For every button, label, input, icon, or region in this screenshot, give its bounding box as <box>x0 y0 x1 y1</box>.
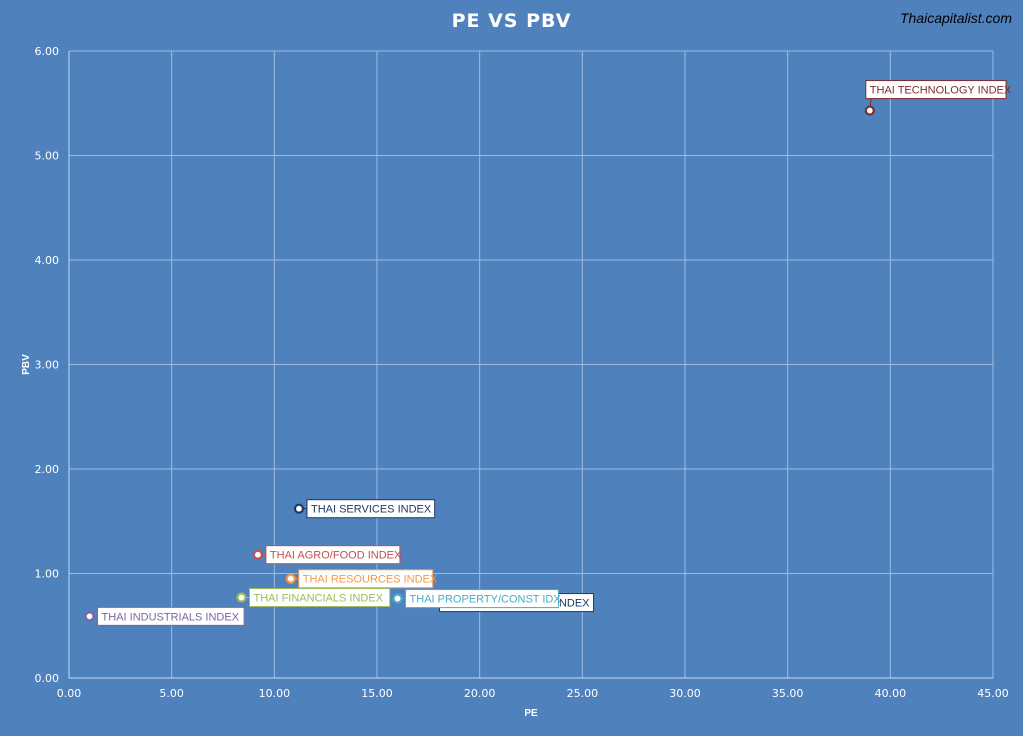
data-point[interactable]: THAI TECHNOLOGY INDEX <box>864 80 1012 116</box>
y-tick-label: 0.00 <box>35 672 60 685</box>
y-axis-label: PBV <box>21 354 32 375</box>
x-tick-label: 5.00 <box>159 687 184 700</box>
data-label: THAI INDUSTRIALS INDEX <box>102 611 240 623</box>
data-point[interactable]: THAI AGRO/FOOD INDEX <box>252 545 402 565</box>
data-point[interactable]: THAI SERVICES INDEX <box>293 499 436 519</box>
x-tick-label: 45.00 <box>977 687 1009 700</box>
x-tick-label: 10.00 <box>259 687 291 700</box>
data-label-box <box>298 569 434 589</box>
data-label: THAI PROPERTY/CONST IDX <box>410 594 562 606</box>
scatter-marker[interactable] <box>84 611 95 622</box>
watermark: Thaicapitalist.com <box>899 10 1012 26</box>
data-label-box <box>97 606 245 626</box>
data-label: THAI SERVICES INDEX <box>311 504 432 516</box>
data-label: THAI RESOURCES INDEX <box>303 574 438 586</box>
scatter-marker[interactable] <box>864 105 875 116</box>
axes <box>68 51 993 679</box>
data-points: THAI TECHNOLOGY INDEX THAI SERVICES INDEX… <box>84 80 1012 626</box>
data-label-box <box>306 499 436 519</box>
scatter-marker[interactable] <box>252 549 264 560</box>
y-tick-label: 1.00 <box>35 568 60 581</box>
y-tick-label: 6.00 <box>35 45 60 58</box>
data-label-box <box>405 589 559 609</box>
x-tick-label: 35.00 <box>772 687 804 700</box>
scatter-marker[interactable] <box>392 593 403 604</box>
data-point[interactable]: THAI PROPERTY/CONST IDX <box>392 589 562 609</box>
data-point[interactable]: THAI FINANCIALS INDEX <box>236 588 391 608</box>
data-label-box <box>865 80 1007 100</box>
tick-labels: 0.00 5.00 10.00 15.00 20.00 25.00 30.00 35.00 40… <box>35 45 1009 700</box>
y-tick-label: 4.00 <box>35 254 60 267</box>
data-label: THAI FINANCIALS INDEX <box>253 593 383 605</box>
x-tick-label: 25.00 <box>567 687 599 700</box>
chart-title: PE VS PBV <box>451 10 572 32</box>
data-label: THAI AGRO/FOOD INDEX <box>270 550 402 562</box>
scatter-marker[interactable] <box>293 503 305 514</box>
data-label: THAI TECHNOLOGY INDEX <box>870 85 1012 97</box>
scatter-marker[interactable] <box>236 592 247 603</box>
grid-lines <box>68 50 994 679</box>
x-axis-label: PE <box>524 708 538 719</box>
scatter-marker[interactable] <box>285 573 296 584</box>
data-label-box <box>248 588 391 608</box>
data-point[interactable]: THAI RESOURCES INDEX <box>285 569 438 589</box>
x-tick-label: 0.00 <box>57 687 82 700</box>
y-tick-label: 2.00 <box>35 463 60 476</box>
data-point[interactable]: THAI INDUSTRIALS INDEX <box>84 606 245 626</box>
x-tick-label: 30.00 <box>669 687 701 700</box>
x-tick-label: 15.00 <box>361 687 393 700</box>
x-tick-label: 20.00 <box>464 687 496 700</box>
x-tick-label: 40.00 <box>875 687 907 700</box>
data-label-box <box>265 545 401 565</box>
y-tick-label: 3.00 <box>35 359 60 372</box>
y-tick-label: 5.00 <box>35 150 60 163</box>
